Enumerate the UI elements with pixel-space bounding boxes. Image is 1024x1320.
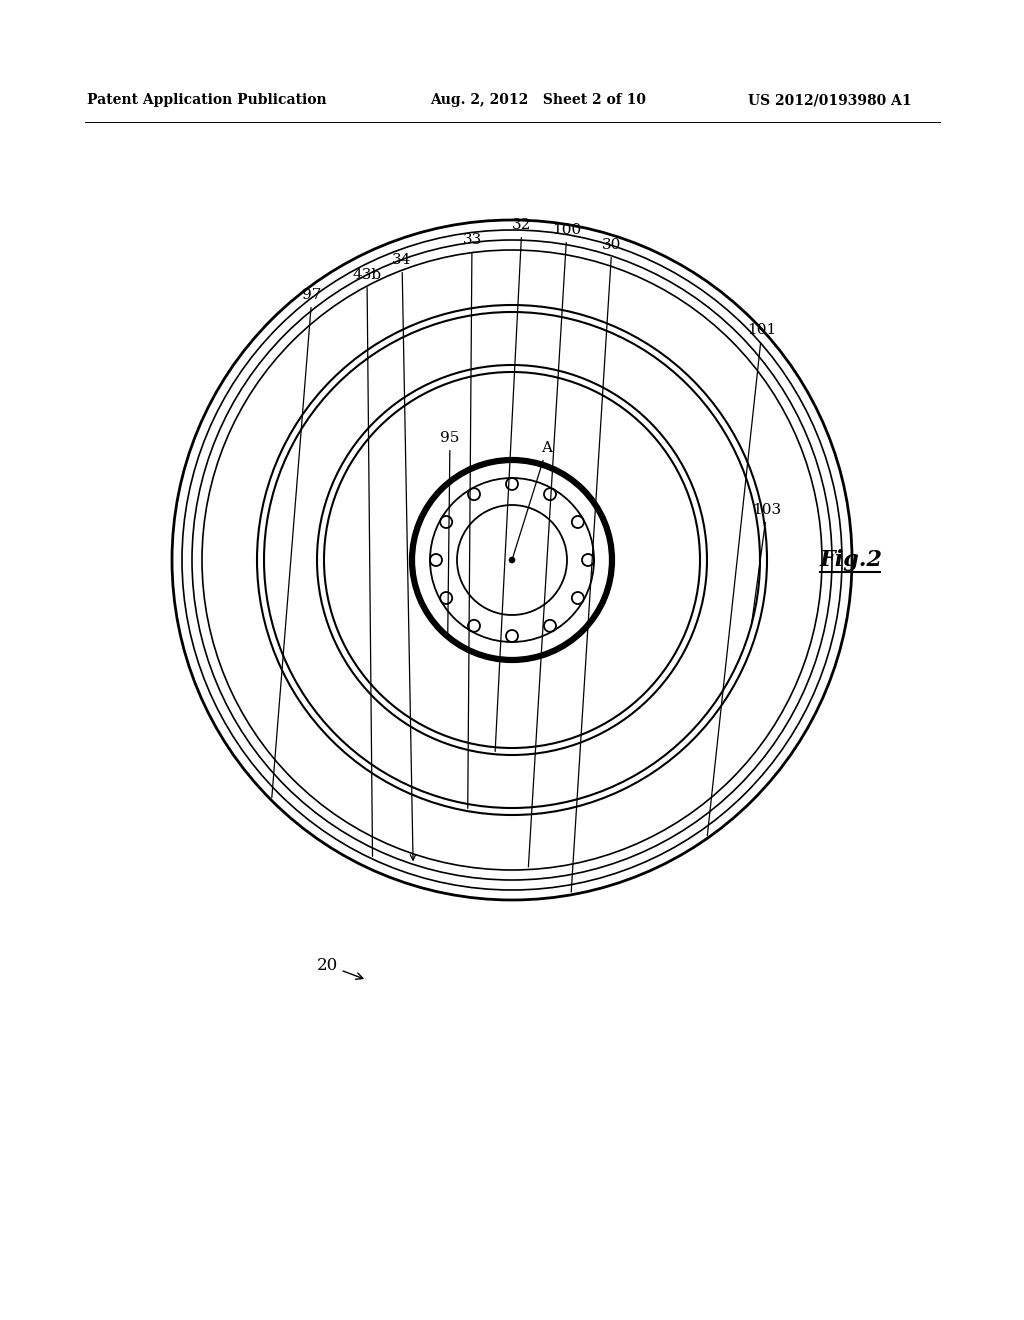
Text: US 2012/0193980 A1: US 2012/0193980 A1 [748,94,911,107]
Text: 103: 103 [752,503,781,622]
Text: 33: 33 [463,234,481,808]
Text: Patent Application Publication: Patent Application Publication [87,94,327,107]
Text: A: A [513,441,553,557]
Text: 97: 97 [271,288,322,797]
Text: Aug. 2, 2012   Sheet 2 of 10: Aug. 2, 2012 Sheet 2 of 10 [430,94,646,107]
Text: 95: 95 [440,432,460,634]
Text: 20: 20 [316,957,362,979]
Text: 100: 100 [528,223,582,867]
Text: 101: 101 [708,323,776,836]
Text: 34: 34 [392,253,416,861]
Text: 30: 30 [571,238,622,892]
Text: 43b: 43b [352,268,382,857]
Text: Fig.2: Fig.2 [820,549,883,572]
Circle shape [509,557,515,564]
Text: 32: 32 [496,218,531,751]
